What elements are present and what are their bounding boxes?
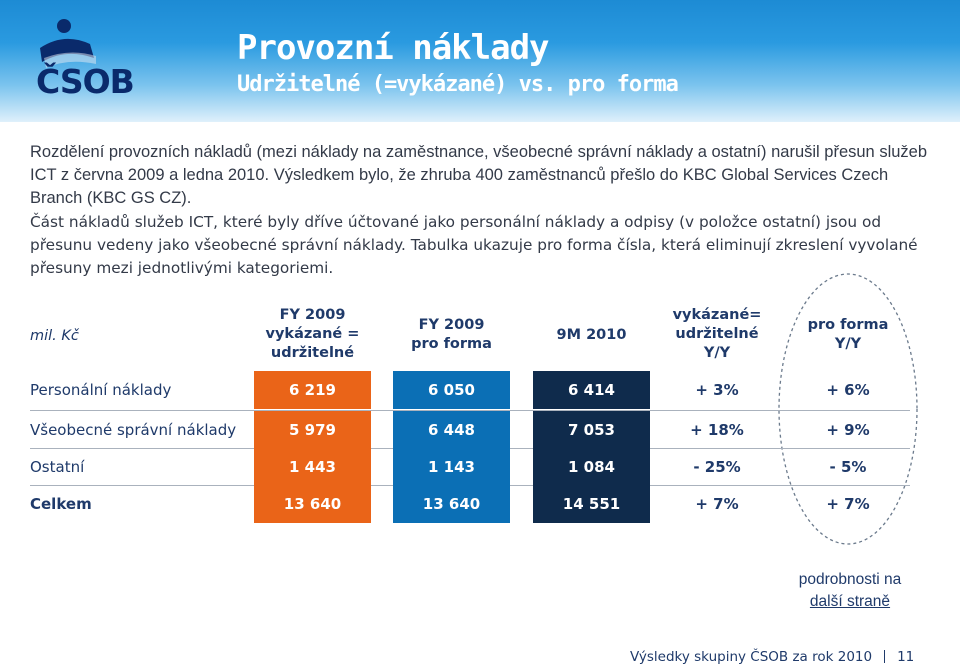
header-band: [0, 0, 960, 122]
cell-admin-reported-yy: + 18%: [690, 421, 744, 439]
header-line: FY 2009: [279, 307, 346, 323]
row-label-general-admin: Všeobecné správní náklady: [30, 421, 237, 439]
cell-other-proforma-yy: - 5%: [829, 458, 867, 476]
cell-other-9m2010: 1 084: [533, 448, 650, 486]
header-line: udržitelné: [270, 345, 355, 361]
header-line: FY 2009: [418, 317, 485, 333]
header-line: vykázané =: [265, 326, 360, 342]
explanation-paragraph: Část nákladů služeb ICT, které byly dřív…: [30, 213, 918, 277]
cell-personnel-fy2009: 6 219: [254, 371, 371, 409]
column-header-fy2009-proforma: FY 2009 pro forma: [393, 316, 510, 354]
header-line: Y/Y: [703, 345, 731, 361]
column-header-fy2009-reported: FY 2009 vykázané = udržitelné: [254, 306, 371, 363]
cell-other-proforma: 1 143: [393, 448, 510, 486]
unit-label: mil. Kč: [30, 328, 79, 344]
page-title: Provozní náklady: [237, 28, 550, 68]
cell-personnel-9m2010: 6 414: [533, 371, 650, 409]
details-link-line1: podrobnosti na: [798, 571, 902, 588]
cell-total-fy2009: 13 640: [254, 485, 371, 523]
row-label-other: Ostatní: [30, 458, 85, 476]
header-line: Y/Y: [834, 336, 862, 352]
page-subtitle: Udržitelné (=vykázané) vs. pro forma: [237, 72, 679, 97]
cell-total-proforma: 13 640: [393, 485, 510, 523]
cell-total-9m2010: 14 551: [533, 485, 650, 523]
footer: Výsledky skupiny ČSOB za rok 2010 11: [630, 649, 914, 665]
header-line: vykázané=: [672, 307, 762, 323]
cell-other-reported-yy: - 25%: [693, 458, 741, 476]
column-header-9m2010: 9M 2010: [533, 326, 650, 345]
logo-text: ČSOB: [36, 62, 135, 101]
cell-personnel-proforma-yy: + 6%: [826, 381, 870, 399]
cell-admin-proforma-yy: + 9%: [826, 421, 870, 439]
cell-admin-proforma: 6 448: [393, 411, 510, 449]
footer-text: Výsledky skupiny ČSOB za rok 2010: [630, 649, 873, 665]
page-number: 11: [897, 649, 915, 665]
row-label-total: Celkem: [30, 495, 92, 513]
highlight-ellipse: [778, 273, 918, 545]
cell-total-proforma-yy: + 7%: [826, 495, 870, 513]
header-line: pro forma: [411, 336, 492, 352]
cell-admin-9m2010: 7 053: [533, 411, 650, 449]
column-header-reported-yy: vykázané= udržitelné Y/Y: [657, 306, 777, 363]
cell-personnel-proforma: 6 050: [393, 371, 510, 409]
cell-other-fy2009: 1 443: [254, 448, 371, 486]
details-link[interactable]: podrobnosti na další straně: [770, 569, 930, 613]
footer-separator: [884, 650, 886, 663]
csob-logo-icon: [40, 19, 96, 68]
row-label-personnel: Personální náklady: [30, 381, 172, 399]
cell-total-reported-yy: + 7%: [695, 495, 739, 513]
column-header-proforma-yy: pro forma Y/Y: [788, 316, 908, 354]
cell-personnel-reported-yy: + 3%: [695, 381, 739, 399]
header-line: udržitelné: [675, 326, 759, 342]
row-divider: [30, 410, 910, 411]
cell-admin-fy2009: 5 979: [254, 411, 371, 449]
header-line: pro forma: [807, 317, 889, 333]
header-line: 9M 2010: [556, 327, 627, 343]
details-link-line2: další straně: [809, 593, 891, 610]
intro-paragraph: Rozdělení provozních nákladů (mezi nákla…: [30, 143, 928, 207]
